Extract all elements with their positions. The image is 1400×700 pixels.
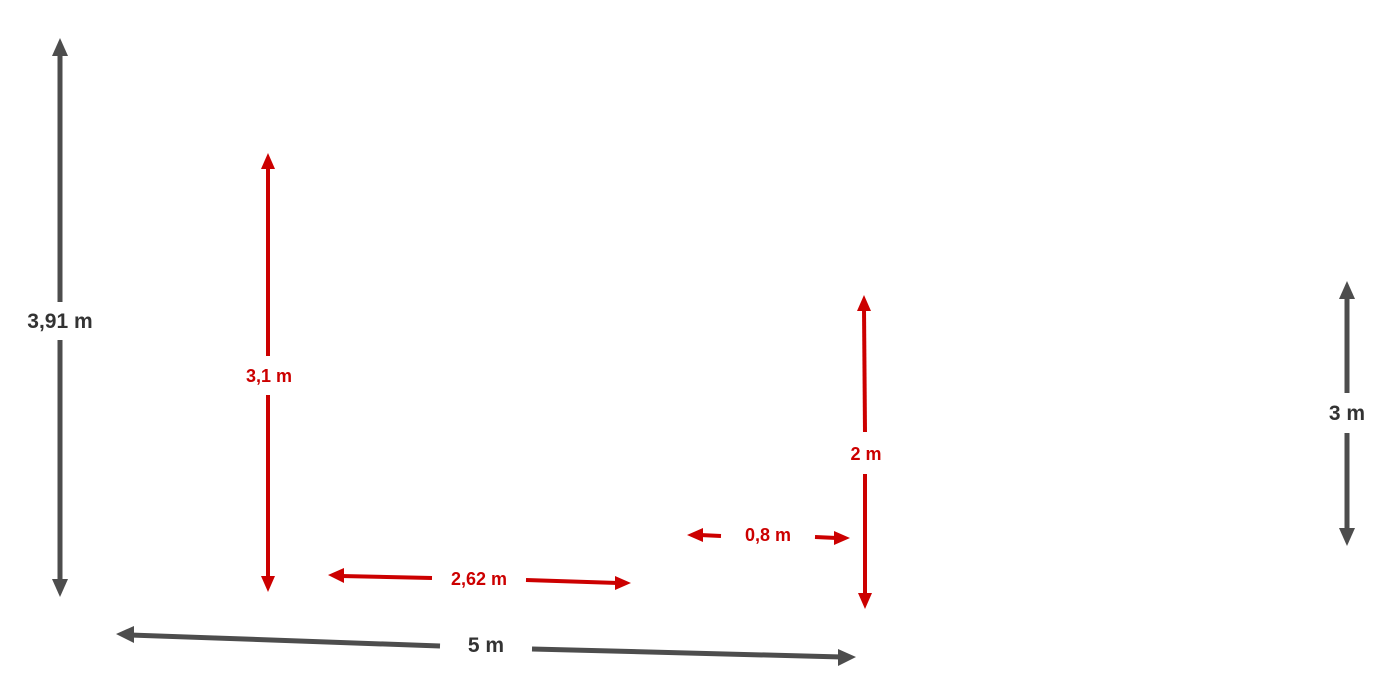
total-width-label: 5 m bbox=[468, 634, 504, 657]
bottom-inner-width-label: 2,62 m bbox=[451, 569, 507, 589]
left-inner-height-label: 3,1 m bbox=[246, 366, 292, 386]
total-height-label: 3,91 m bbox=[27, 310, 92, 333]
bottom-inner-width-dimension: 2,62 m bbox=[328, 568, 631, 590]
inner-short-width-arrowhead-right bbox=[834, 531, 850, 545]
right-height-arrowhead-down bbox=[1339, 528, 1355, 546]
inner-short-width-arrow-right bbox=[814, 535, 838, 540]
right-height-arrowhead-up bbox=[1339, 281, 1355, 299]
total-height-dimension: 3,91 m bbox=[27, 38, 93, 597]
total-width-arrowhead-right bbox=[838, 649, 856, 666]
total-width-arrowhead-left bbox=[116, 626, 134, 643]
inner-short-width-label: 0,8 m bbox=[745, 525, 791, 545]
bottom-inner-width-arrow-left bbox=[340, 574, 433, 580]
inner-short-width-arrowhead-left bbox=[687, 528, 703, 542]
inner-right-height-arrowhead-up bbox=[857, 295, 871, 311]
left-inner-height-arrowhead-down bbox=[261, 576, 275, 592]
bottom-inner-width-arrow-right bbox=[525, 578, 619, 585]
bottom-inner-width-arrowhead-left bbox=[328, 568, 344, 583]
total-height-arrowhead-down bbox=[52, 579, 68, 597]
inner-right-height-arrowhead-down bbox=[858, 593, 872, 609]
total-width-arrow-left bbox=[129, 632, 441, 649]
inner-short-width-dimension: 0,8 m bbox=[687, 525, 850, 545]
total-height-arrowhead-up bbox=[52, 38, 68, 56]
inner-right-height-arrow-top bbox=[862, 307, 867, 433]
total-width-dimension: 5 m bbox=[116, 626, 856, 666]
total-width-arrow-right bbox=[531, 646, 843, 660]
left-inner-height-arrowhead-up bbox=[261, 153, 275, 169]
inner-short-width-arrow-left bbox=[699, 533, 722, 538]
inner-right-height-dimension: 2 m bbox=[850, 295, 882, 609]
right-height-label: 3 m bbox=[1329, 402, 1365, 425]
bottom-inner-width-arrowhead-right bbox=[615, 576, 631, 590]
left-inner-height-dimension: 3,1 m bbox=[246, 153, 292, 592]
right-height-dimension: 3 m bbox=[1329, 281, 1365, 546]
inner-right-height-label: 2 m bbox=[850, 444, 881, 464]
